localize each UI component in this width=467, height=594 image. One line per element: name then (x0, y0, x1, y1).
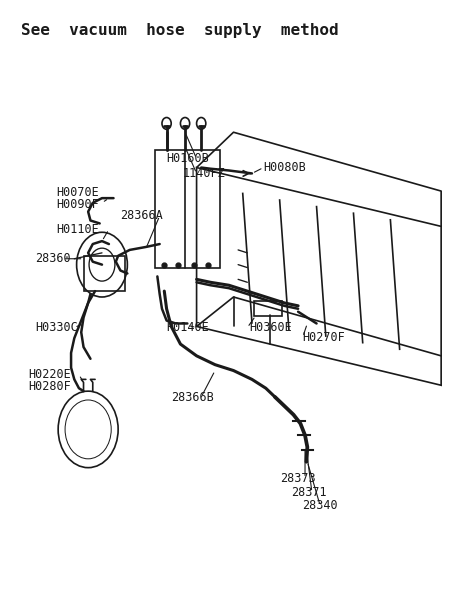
Text: H0270F: H0270F (303, 330, 346, 343)
Bar (155, 150, 219, 267)
Text: H0140E: H0140E (167, 321, 209, 334)
Text: 28366A: 28366A (120, 209, 163, 222)
Text: H0220E: H0220E (28, 368, 71, 381)
Bar (84, 256, 125, 291)
Text: H0330C: H0330C (35, 321, 78, 334)
Text: 28360: 28360 (35, 252, 71, 266)
Text: H0110E: H0110E (56, 223, 99, 236)
Text: H0280F: H0280F (28, 380, 71, 393)
Text: H0080B: H0080B (263, 161, 306, 174)
Text: 28366B: 28366B (171, 390, 214, 403)
Text: 28340: 28340 (302, 500, 338, 513)
Text: 1140FZ: 1140FZ (183, 167, 226, 180)
Text: See  vacuum  hose  supply  method: See vacuum hose supply method (21, 23, 339, 39)
Text: H0360E: H0360E (250, 321, 292, 334)
Text: H0070E: H0070E (56, 186, 99, 199)
Text: 28373: 28373 (280, 472, 315, 485)
Text: H0160B: H0160B (167, 152, 209, 165)
Text: H0090F: H0090F (56, 198, 99, 210)
Bar (254, 301, 282, 316)
Text: 28371: 28371 (291, 486, 327, 499)
